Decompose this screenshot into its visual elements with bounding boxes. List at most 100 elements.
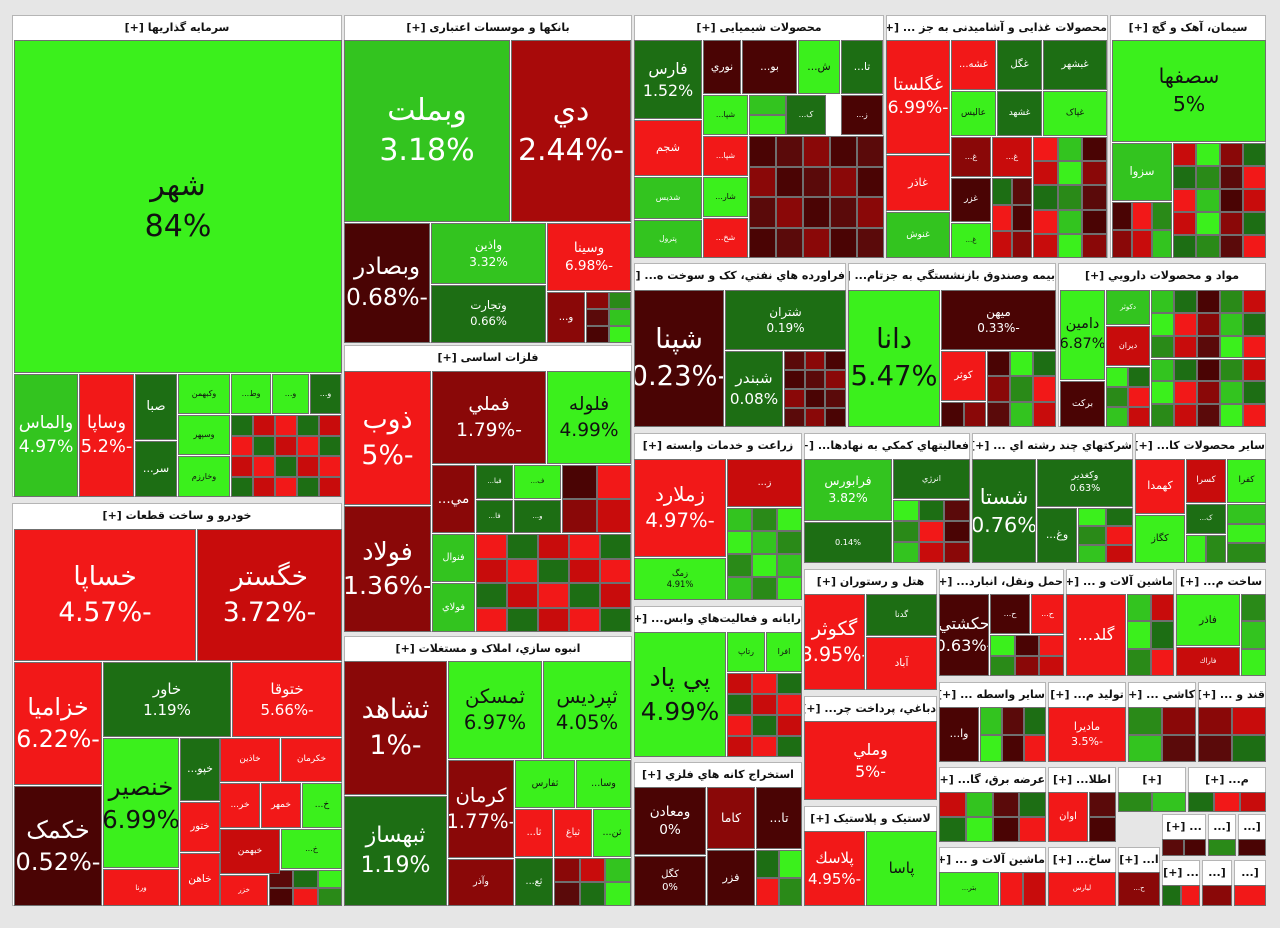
stock-tile[interactable]: ليارس [1048,872,1116,906]
stock-tile[interactable]: سصفها 5% [1112,40,1266,142]
stock-tile[interactable]: شپا... [703,95,748,135]
stock-tile[interactable]: وخارزم [178,456,230,497]
stock-tile[interactable]: خمهر [261,783,301,828]
stock-tile[interactable]: و... [272,374,309,414]
stock-tile[interactable]: والماس 4.97% [14,374,78,497]
stock-tile[interactable]: خكرمان [281,738,342,782]
sector-header[interactable]: [... [1203,861,1231,885]
stock-tile[interactable]: رتاپ [727,632,765,672]
stock-tile[interactable]: ثباغ [554,809,592,857]
stock-tile[interactable]: فزر [707,850,755,906]
stock-tile[interactable]: ثفارس [515,760,575,808]
stock-tile[interactable]: شپنا -0.23% [634,290,724,427]
stock-tile[interactable]: وسپهر [178,415,230,455]
stock-tile[interactable]: خنصیر 6.99% [103,738,179,868]
stock-tile[interactable]: ديران [1106,326,1150,366]
stock-tile[interactable]: وملي -5% [804,721,937,800]
stock-tile[interactable]: و... [547,292,585,343]
sector-header[interactable]: توليد م... [+] [1049,683,1125,707]
stock-tile[interactable]: خاهن [180,853,220,906]
stock-tile[interactable]: ک... [1186,504,1226,534]
stock-tile[interactable]: ز... [727,459,802,507]
stock-tile[interactable]: خزامیا -6.22% [14,662,102,785]
sector-header[interactable]: [... [1235,861,1265,885]
stock-tile[interactable]: فارس 1.52% [634,40,702,119]
stock-tile[interactable]: نوري [703,40,741,94]
stock-tile[interactable]: ثع... [515,858,553,906]
stock-tile[interactable]: دانا 5.47% [848,290,940,427]
stock-tile[interactable]: وبصادر -0.68% [344,223,430,343]
sector-header[interactable]: عرضه برق، گا... [+] [940,768,1045,792]
stock-tile[interactable]: پلاسك -4.95% [804,831,865,906]
stock-tile[interactable]: ح... [1118,872,1160,906]
stock-tile[interactable]: ميهن -0.33% [941,290,1056,350]
sector-header[interactable]: [+] [1119,768,1185,792]
stock-tile[interactable]: زمگ 4.91% [634,558,726,600]
stock-tile[interactable]: شستا 0.76% [972,459,1036,563]
sector-header[interactable]: خودرو و ساخت قطعات [+] [13,504,341,528]
stock-tile[interactable]: فولاد -1.36% [344,506,431,632]
stock-tile[interactable]: سر... [135,441,177,497]
stock-tile[interactable]: پترول [634,220,702,258]
stock-tile[interactable]: آباد [866,637,937,690]
stock-tile[interactable]: وسا... [576,760,631,808]
stock-tile[interactable]: خر... [220,783,260,828]
sector-header[interactable]: [... [1239,815,1265,839]
stock-tile[interactable]: غبشهر [1043,40,1107,90]
sector-header[interactable]: ساير واسطه ... [+] [940,683,1045,707]
stock-tile[interactable]: خاور 1.19% [103,662,231,737]
sector-header[interactable]: استخراج کانه هاي فلزي [+] [635,763,801,787]
stock-tile[interactable]: فملي -1.79% [432,371,546,464]
stock-tile[interactable]: وساپا -5.2% [79,374,134,497]
stock-tile[interactable]: فنوال [432,534,475,582]
stock-tile[interactable]: وکبهمن [178,374,230,414]
stock-tile[interactable]: ثا... [515,809,553,857]
sector-header[interactable]: مواد و محصولات دارويي [+] [1059,264,1265,288]
stock-tile[interactable]: غاذر [886,155,950,211]
stock-tile[interactable]: ذوب -5% [344,371,431,505]
sector-header[interactable]: ساخ... [+] [1049,848,1115,872]
sector-header[interactable]: زراعت و خدمات وابسته [+] [635,434,801,458]
stock-tile[interactable]: ورنا [103,869,179,906]
sector-header[interactable]: محصولات شیمیایی [+] [635,16,883,40]
sector-header[interactable]: بیمه وصندوق بازنشستگي به جزتام... [+] [849,264,1055,288]
stock-tile[interactable]: وآذر [448,859,514,906]
sector-header[interactable]: ا... [+] [1119,848,1159,872]
stock-tile[interactable]: خساپا -4.57% [14,529,196,661]
sector-header[interactable]: فراورده هاي نفتي، کک و سوخت ه... [+] [635,264,845,288]
stock-tile[interactable]: غ... [992,137,1032,177]
stock-tile[interactable]: ز... [841,95,883,135]
stock-tile[interactable]: خاذين [220,738,280,782]
stock-tile[interactable]: شجم [634,120,702,176]
sector-header[interactable]: شرکتهاي چند رشته اي ... [+] [973,434,1132,458]
stock-tile[interactable]: خگستر -3.72% [197,529,342,661]
sector-header[interactable]: سرمایه گذاریها [+] [13,16,341,40]
stock-tile[interactable]: خ... [302,783,342,828]
stock-tile[interactable]: شار... [703,177,748,217]
stock-tile[interactable]: ثن... [593,809,631,857]
stock-tile[interactable]: شتران 0.19% [725,290,846,350]
sector-header[interactable]: ماشين آلات و ... [+] [940,848,1045,872]
stock-tile[interactable]: بو... [742,40,797,94]
stock-tile[interactable]: غگل [997,40,1042,90]
stock-tile[interactable]: ختور [180,802,220,852]
stock-tile[interactable]: کسرا [1186,459,1226,503]
stock-tile[interactable]: فبا... [476,465,513,499]
stock-tile[interactable]: صبا [135,374,177,440]
stock-tile[interactable]: تا... [756,787,802,849]
stock-tile[interactable]: خپو... [180,738,220,801]
stock-tile[interactable]: ثمسكن 6.97% [448,661,542,759]
stock-tile[interactable]: کهمدا [1135,459,1185,514]
sector-header[interactable]: رایانه و فعاليت‌هاي وابس... [+] [635,607,801,631]
stock-tile[interactable]: ش... [798,40,840,94]
stock-tile[interactable]: غنوش [886,212,950,258]
stock-tile[interactable]: شخ... [703,218,748,258]
stock-tile[interactable]: دي -2.44% [511,40,631,222]
stock-tile[interactable]: وكغدير 0.63% [1037,459,1133,507]
stock-tile[interactable]: فرابورس 3.82% [804,459,892,521]
stock-tile[interactable]: وط... [231,374,271,414]
sector-header[interactable]: م... [+] [1189,768,1265,792]
stock-tile[interactable]: کوثر [941,351,986,401]
stock-tile[interactable]: سزوا [1112,143,1172,201]
stock-tile[interactable]: شدیس [634,177,702,219]
